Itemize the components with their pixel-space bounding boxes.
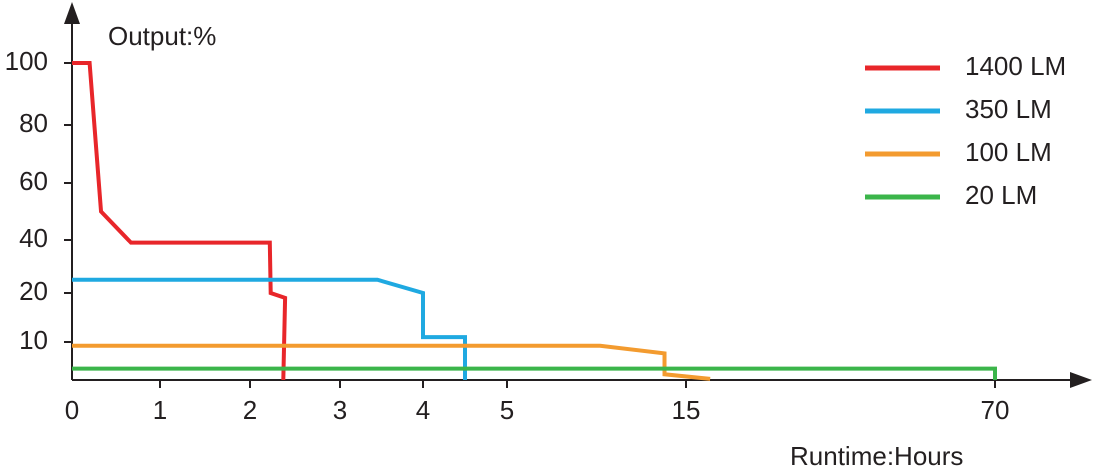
chart-title: Output:% [108,21,216,51]
x-axis-arrow [1070,372,1092,388]
x-tick-label: 3 [333,395,347,425]
x-tick-label: 0 [65,395,79,425]
x-tick-label: 15 [672,395,701,425]
y-axis-arrow [64,2,80,24]
x-tick-label: 4 [416,395,430,425]
legend-label: 20 LM [965,180,1037,210]
legend-label: 1400 LM [965,51,1066,81]
y-tick-label: 20 [19,276,48,306]
legend-label: 100 LM [965,137,1052,167]
y-tick-label: 10 [19,325,48,355]
series-line [72,366,997,380]
y-tick-label: 80 [19,108,48,138]
x-tick-label: 2 [243,395,257,425]
series-line [72,61,288,381]
legend-label: 350 LM [965,94,1052,124]
series-line [72,343,711,381]
x-axis-label: Runtime:Hours [790,441,963,471]
x-tick-label: 5 [500,395,514,425]
y-tick-label: 100 [5,46,48,76]
x-tick-label: 1 [153,395,167,425]
y-tick-label: 60 [19,166,48,196]
y-tick-label: 40 [19,223,48,253]
series-line [72,277,467,380]
x-tick-label: 70 [981,395,1010,425]
